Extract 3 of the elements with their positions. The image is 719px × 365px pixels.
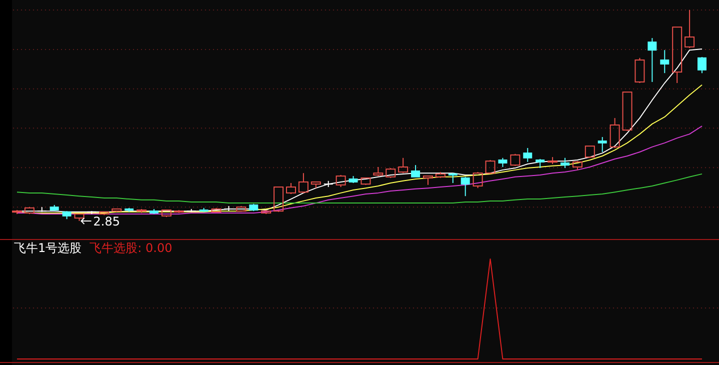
chart-title: 飞牛1号选股	[14, 241, 82, 255]
annotation: 2.85	[93, 214, 120, 228]
text: 飞牛选股: 0.00	[90, 241, 172, 255]
